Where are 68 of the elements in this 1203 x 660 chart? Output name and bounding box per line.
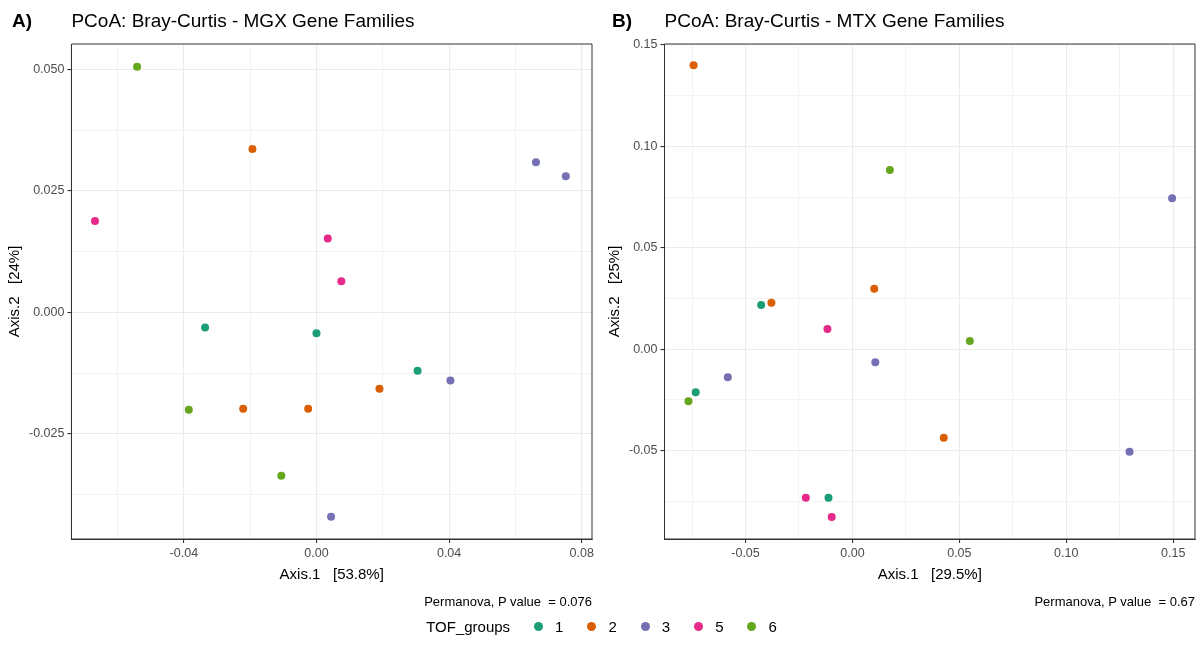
point [327, 512, 336, 521]
point [684, 397, 693, 406]
y-tick-label: 0.00 [633, 341, 658, 356]
point [337, 277, 346, 286]
x-tick-label: -0.05 [731, 545, 760, 560]
point [824, 493, 833, 502]
point [201, 323, 210, 332]
point [248, 145, 257, 154]
point [531, 158, 540, 167]
y-tick-label: 0.050 [33, 61, 65, 76]
y-tick-label: -0.05 [628, 442, 658, 457]
point [827, 513, 836, 522]
point [413, 366, 422, 375]
x-tick-label: 0.04 [436, 545, 462, 560]
text: Permanova, P value = 0.67 [1034, 594, 1195, 609]
chart-title: PCoA: Bray-Curtis - MGX Gene Families [71, 10, 415, 31]
x-axis-title: Axis.1 [29.5%] [877, 565, 982, 583]
point [561, 172, 570, 181]
legend-label: 6 [768, 618, 777, 635]
legend-title: TOF_groups [426, 618, 511, 635]
point [801, 493, 810, 502]
legend-label: 5 [715, 618, 724, 635]
point [312, 329, 321, 338]
point [689, 61, 698, 70]
point [1168, 194, 1177, 203]
point [446, 376, 455, 385]
x-tick-label: 0.00 [304, 545, 329, 560]
point [757, 300, 766, 309]
text: B) [612, 10, 633, 31]
x-tick-label: 0.00 [840, 545, 865, 560]
point [90, 216, 99, 225]
y-tick-label: 0.05 [633, 240, 658, 255]
y-tick-label: 0.000 [33, 304, 65, 319]
y-tick-label: 0.15 [633, 37, 658, 52]
point [184, 405, 193, 414]
y-axis-title: Axis.2 [24%] [5, 245, 23, 338]
point [304, 404, 313, 413]
y-tick-label: -0.025 [28, 426, 65, 441]
point [870, 284, 879, 293]
point [691, 388, 700, 397]
x-tick-label: 0.08 [569, 545, 594, 560]
y-axis-title: Axis.2 [25%] [605, 245, 623, 338]
x-axis-title: Axis.1 [53.8%] [279, 565, 384, 583]
point [939, 433, 948, 442]
point [375, 384, 384, 393]
x-tick-label: 0.15 [1161, 545, 1186, 560]
point [965, 336, 974, 345]
point [133, 62, 142, 71]
x-tick-label: -0.04 [169, 545, 199, 560]
legend-label: 3 [661, 618, 671, 635]
point [823, 325, 832, 333]
x-tick-label: 0.10 [1054, 545, 1079, 560]
point [871, 358, 880, 367]
text: A) [12, 10, 33, 31]
point [1125, 447, 1134, 456]
text: Permanova, P value = 0.076 [424, 594, 592, 609]
point [277, 471, 286, 480]
point [767, 298, 776, 307]
point [885, 166, 894, 175]
point [723, 373, 732, 382]
chart-title: PCoA: Bray-Curtis - MTX Gene Families [664, 10, 1005, 31]
x-tick-label: 0.05 [947, 545, 972, 560]
y-tick-label: 0.025 [33, 183, 65, 198]
y-tick-label: 0.10 [633, 138, 658, 153]
point [323, 234, 332, 243]
legend-label: 1 [555, 618, 564, 635]
legend-label: 2 [608, 618, 617, 635]
point [239, 404, 248, 413]
